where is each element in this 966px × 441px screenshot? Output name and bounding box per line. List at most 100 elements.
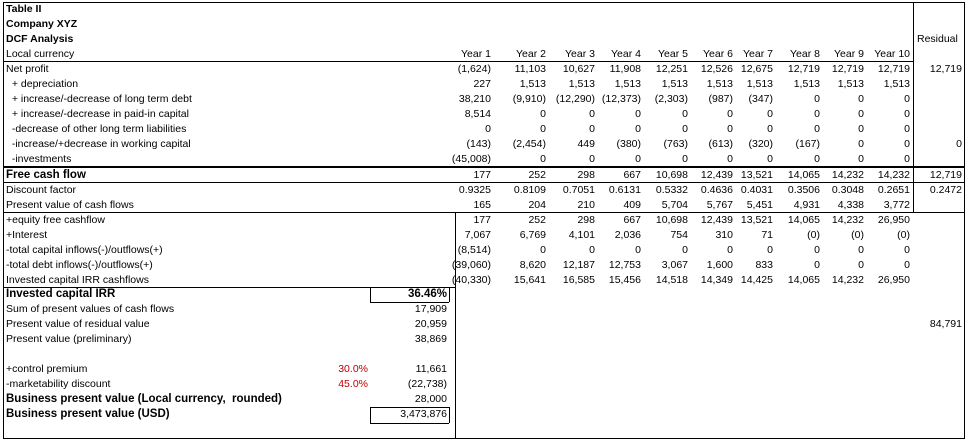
table-cell: 0 [767,243,773,256]
grid-line [3,61,913,62]
table-cell: 10,698 [655,168,688,181]
table-cell: 0 [814,108,820,121]
table-cell: (9,910) [512,93,546,106]
summary-label: Present value (preliminary) [6,333,132,345]
table-cell: 0.6131 [608,183,641,196]
residual-cell: 0 [956,138,962,151]
table-cell: (1,624) [457,63,491,75]
table-cell: (40,330) [451,274,491,287]
year-header: Year 10 [874,48,910,60]
summary-value: (22,738) [407,378,447,390]
grid-line [3,438,964,439]
percent-input: 30.0% [338,363,368,375]
table-cell: 0.3048 [831,183,864,196]
table-cell: 0.5332 [655,183,688,196]
residual-cell: 12,719 [929,168,962,181]
table-cell: 5,767 [706,198,733,211]
table-cell: (380) [616,138,641,151]
table-cell: (0) [897,228,910,241]
table-cell: 11,908 [609,63,641,75]
table-cell: 0 [904,123,910,136]
grid-line [449,287,450,302]
table-cell: (143) [466,138,491,151]
table-cell: 6,769 [519,228,546,241]
table-cell: 0 [814,93,820,106]
table-cell: 1,513 [706,78,733,91]
row-label: -increase/+decrease in working capital [6,138,191,151]
row-label: +Interest [6,228,48,241]
table-cell: 165 [473,198,491,211]
table-cell: 0.4636 [700,183,733,196]
table-cell: 0 [858,243,864,256]
table-cell: 0 [904,93,910,106]
table-cell: 2,036 [614,228,641,241]
table-cell: 0 [814,243,820,256]
table-cell: 1,513 [614,78,641,91]
table-cell: 210 [577,198,595,211]
row-label: -total debt inflows(-)/outflows(+) [6,259,153,272]
table-cell: 14,232 [831,213,864,226]
table-cell: 3,772 [883,198,910,211]
table-cell: 449 [577,138,595,151]
table-cell: 5,451 [746,198,773,211]
table-cell: 0 [485,123,491,136]
summary-value: 20,959 [414,318,447,330]
table-cell: (8,514) [457,243,491,256]
table-cell: 14,518 [655,274,688,287]
summary-value: 17,909 [414,303,447,315]
title-line-3: DCF Analysis [6,33,74,45]
table-cell: 38,210 [458,93,491,106]
table-cell: 0 [767,153,773,166]
grid-line [370,287,371,302]
year-header: Year 2 [516,48,546,60]
summary-value: 36.46% [407,288,447,300]
table-cell: (0) [807,228,820,241]
table-cell: (347) [748,93,773,106]
table-cell: 0 [682,243,688,256]
table-cell: 16,585 [562,274,595,287]
table-cell: 4,338 [837,198,864,211]
table-cell: (167) [795,138,820,151]
table-cell: 0 [727,108,733,121]
table-cell: (39,060) [451,259,491,272]
table-cell: 0 [635,153,641,166]
table-cell: 0 [904,153,910,166]
table-cell: 26,950 [877,213,910,226]
table-cell: 0 [589,123,595,136]
table-cell: 252 [528,213,546,226]
table-cell: 12,719 [787,63,820,75]
table-cell: 11,103 [514,63,546,75]
table-cell: 1,513 [883,78,910,91]
table-cell: 10,698 [655,213,688,226]
table-cell: 12,187 [562,259,595,272]
table-cell: 12,719 [831,63,864,75]
row-label: Net profit [6,63,49,75]
table-cell: 1,513 [837,78,864,91]
table-cell: 0 [814,259,820,272]
year-header: Year 5 [658,48,688,60]
table-cell: 0 [635,108,641,121]
table-cell: 15,456 [608,274,641,287]
table-cell: 71 [761,228,773,241]
table-cell: 0 [727,123,733,136]
table-cell: 667 [623,168,641,181]
table-cell: 1,513 [746,78,773,91]
summary-label: +control premium [6,363,88,375]
table-cell: 298 [577,168,595,181]
row-label: + depreciation [6,78,79,91]
table-cell: 15,641 [513,274,546,287]
table-cell: 0 [904,243,910,256]
year-header: Year 9 [834,48,864,60]
table-cell: 0.2651 [877,183,910,196]
grid-line [370,287,449,288]
table-cell: 177 [473,168,491,181]
table-cell: 14,065 [787,274,820,287]
table-cell: 0.4031 [740,183,773,196]
table-cell: (320) [748,138,773,151]
grid-line [964,2,965,439]
year-header: Year 6 [703,48,733,60]
table-cell: (2,454) [512,138,546,151]
grid-line [3,166,964,168]
table-cell: 0 [814,153,820,166]
